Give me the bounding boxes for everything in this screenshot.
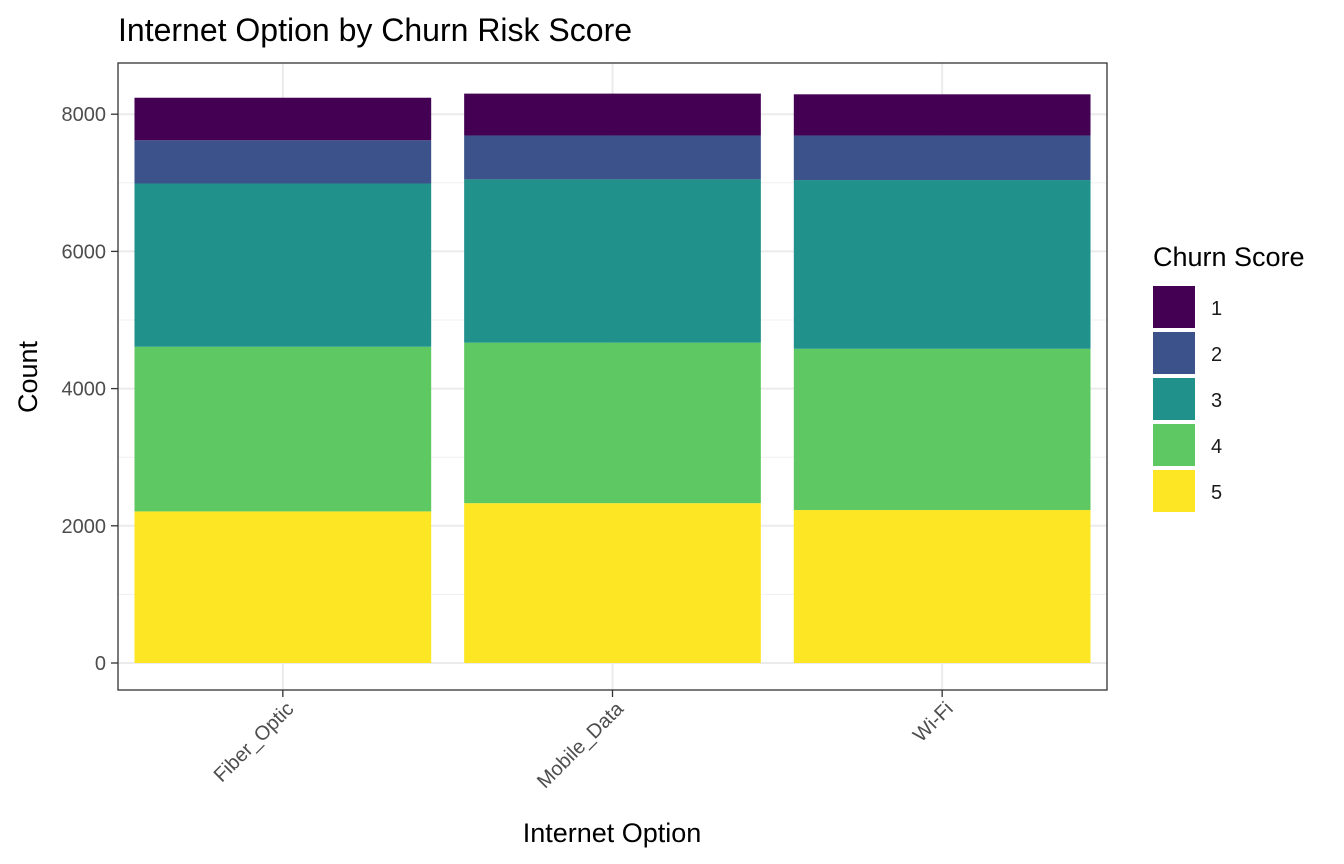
bar-segment-fiber-optic-score-3 xyxy=(134,183,432,347)
legend-key-1 xyxy=(1153,286,1195,328)
bar-segment-mobile-data-score-1 xyxy=(464,93,761,136)
bar-segment-wi-fi-score-2 xyxy=(793,135,1091,181)
bar-segment-wi-fi-score-4 xyxy=(793,348,1091,511)
x-tick-label: Wi-Fi xyxy=(909,698,958,747)
bar-segment-mobile-data-score-5 xyxy=(464,503,761,663)
bar-segment-mobile-data-score-2 xyxy=(464,135,761,180)
y-tick-label: 2000 xyxy=(62,516,107,538)
chart-title: Internet Option by Churn Risk Score xyxy=(118,12,632,48)
legend-key-4 xyxy=(1153,424,1195,466)
legend-key-3 xyxy=(1153,378,1195,420)
y-axis-title: Count xyxy=(13,340,43,413)
legend-label: 1 xyxy=(1211,298,1222,320)
y-tick-label: 0 xyxy=(95,653,106,675)
legend: Churn Score 1 2 3 4 5 xyxy=(1153,242,1305,512)
bar-segment-mobile-data-score-4 xyxy=(464,342,761,504)
bar-segment-fiber-optic-score-2 xyxy=(134,140,432,184)
legend-label: 3 xyxy=(1211,390,1222,412)
bar-segment-mobile-data-score-3 xyxy=(464,179,761,343)
x-tick-label: Mobile_Data xyxy=(533,697,629,793)
y-tick-label: 6000 xyxy=(62,241,107,263)
plot-panel: 0 2000 4000 6000 8000 Fiber_Optic Mobile_Data W… xyxy=(62,62,1108,793)
bar-segment-fiber-optic-score-4 xyxy=(134,346,432,512)
bar-segment-wi-fi-score-1 xyxy=(793,94,1091,136)
y-tick-label: 4000 xyxy=(62,379,107,401)
y-tick-label: 8000 xyxy=(62,104,107,126)
bar-segment-wi-fi-score-5 xyxy=(793,510,1091,663)
legend-key-2 xyxy=(1153,332,1195,374)
legend-label: 2 xyxy=(1211,344,1222,366)
bar-segment-fiber-optic-score-1 xyxy=(134,97,432,141)
legend-key-5 xyxy=(1153,470,1195,512)
bar-segment-fiber-optic-score-5 xyxy=(134,511,432,663)
x-axis-title: Internet Option xyxy=(523,818,702,848)
x-tick-label: Fiber_Optic xyxy=(210,698,299,787)
legend-title: Churn Score xyxy=(1153,242,1305,272)
legend-label: 5 xyxy=(1211,482,1222,504)
legend-label: 4 xyxy=(1211,436,1222,458)
bar-segment-wi-fi-score-3 xyxy=(793,180,1091,349)
